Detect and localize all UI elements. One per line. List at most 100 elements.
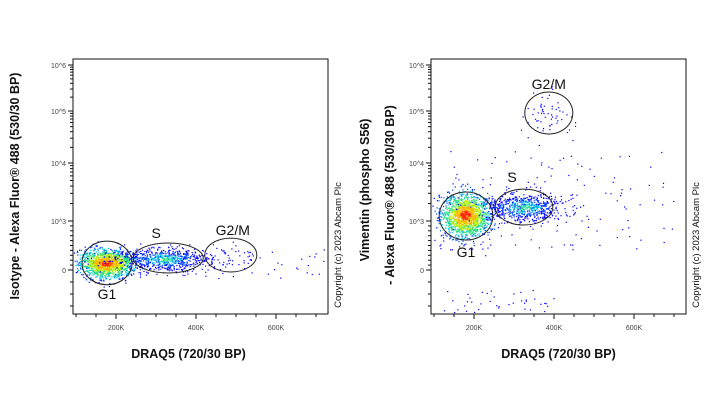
data-point [559,200,561,203]
data-point [306,272,308,274]
data-point [168,264,170,266]
data-point [539,202,541,204]
data-point [173,253,175,255]
data-point [543,204,545,206]
data-point [120,246,122,248]
data-point [502,214,504,216]
data-point [450,219,452,221]
data-point [453,215,455,217]
data-point [467,204,469,206]
data-point [476,205,478,208]
data-point [164,255,166,257]
data-point [117,276,119,278]
data-point [537,216,539,218]
data-point [481,218,483,220]
data-point [114,249,116,251]
data-point [106,272,108,274]
data-point [523,194,525,196]
data-point [480,225,482,227]
data-point [438,196,440,198]
data-point [472,215,474,217]
data-point [163,263,165,265]
data-point [129,262,131,264]
data-point [465,221,467,224]
data-point [92,270,94,272]
data-point [588,218,590,220]
data-point [525,299,527,301]
data-point [449,215,451,217]
data-point [471,199,473,201]
data-point [95,245,97,247]
data-point [109,262,111,264]
data-point [511,234,513,236]
data-point [121,260,123,262]
gate-g2m [204,237,258,273]
data-point [528,198,530,201]
data-point [452,196,454,198]
data-point [94,260,96,262]
x-tick-label: 400K [546,325,563,332]
data-point [127,265,129,267]
data-point [173,269,175,271]
data-point [459,193,461,195]
data-point [539,203,541,205]
data-point [184,268,186,270]
data-point [177,251,179,253]
data-point [87,265,89,267]
data-point [438,195,440,197]
data-point [524,198,526,200]
data-point [454,227,457,229]
data-point [109,256,111,258]
data-point [460,214,462,216]
data-point [103,272,105,274]
data-point [572,249,574,251]
x-tick-label: 200K [466,325,483,332]
data-point [130,271,132,273]
data-point [627,220,629,222]
data-point [213,259,215,261]
data-point [159,255,161,258]
data-point [474,210,476,212]
data-point [461,194,463,196]
data-point [474,224,476,226]
data-point [103,251,105,253]
data-point [311,273,313,276]
data-point [474,203,477,205]
data-point [168,268,170,270]
data-point [174,256,176,258]
data-point [564,208,566,210]
data-point [91,269,93,271]
data-point [123,269,125,271]
data-point [81,268,84,270]
data-point [102,258,104,260]
data-point [83,265,85,267]
data-point [152,265,154,267]
data-point [152,246,154,248]
data-point [226,263,228,265]
data-point [117,271,119,273]
data-point [538,204,540,206]
data-point [536,214,539,216]
data-point [530,209,532,211]
data-point [182,264,184,266]
data-point [121,264,124,266]
data-point [456,211,458,213]
data-point [532,197,534,199]
data-point [476,227,478,229]
data-point [115,268,118,270]
data-point [115,255,117,257]
data-point [485,216,488,218]
data-point [457,216,460,219]
data-point [624,206,626,208]
data-point [576,207,578,209]
data-point [196,255,198,257]
data-point [87,252,89,254]
data-point [448,222,450,225]
data-point [463,220,465,222]
data-point [450,215,452,217]
data-point [104,250,106,252]
data-point [243,262,245,264]
data-point [450,201,452,204]
data-point [542,216,544,218]
data-point [469,201,472,203]
